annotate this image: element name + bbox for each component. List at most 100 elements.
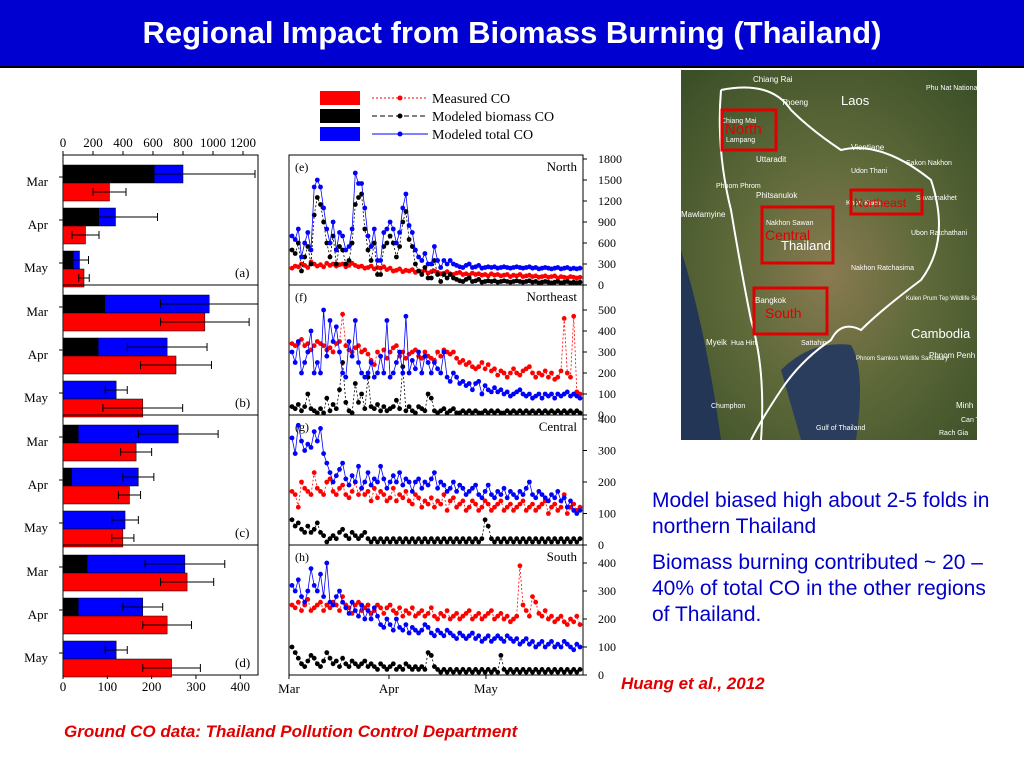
line-point <box>479 639 485 644</box>
line-point <box>482 669 488 675</box>
line-point <box>378 489 383 494</box>
line-point <box>520 498 526 504</box>
map-label-minh: Minh <box>956 401 973 410</box>
bar-xtick-label: 0 <box>60 679 67 694</box>
line-point <box>359 181 364 186</box>
line-point <box>324 539 330 545</box>
line-point <box>549 492 554 497</box>
bar-biomass <box>63 295 106 313</box>
line-point <box>292 251 298 256</box>
line-point <box>349 226 355 232</box>
line-point <box>327 470 333 475</box>
line-point <box>536 539 542 545</box>
line-point <box>435 667 440 672</box>
line-point <box>520 536 526 542</box>
line-point <box>390 404 396 409</box>
line-point <box>371 605 377 611</box>
line-point <box>349 240 355 246</box>
line-panel-1: 0 100 200 300 400 500 (f) Northeast <box>288 284 616 422</box>
line-point <box>356 536 361 542</box>
line-point <box>409 244 415 249</box>
line-point <box>384 498 390 504</box>
line-point <box>371 476 377 482</box>
line-panel-3: 0 100 200 300 400 (h) South Mar Apr May <box>278 544 616 696</box>
line-point <box>311 343 317 349</box>
line-point <box>378 272 383 277</box>
map-label-phnom-samkos: Phnom Samkos Wildlife Sanctuary <box>856 356 948 362</box>
line-point <box>416 476 421 482</box>
line-point <box>403 489 409 494</box>
line-point <box>555 669 561 675</box>
line-point <box>438 611 444 616</box>
line-panel-label: (h) <box>295 550 309 564</box>
line-point <box>305 441 311 447</box>
line-point <box>305 658 311 664</box>
line-point <box>299 608 304 613</box>
line-point <box>346 244 352 249</box>
line-point <box>318 664 323 669</box>
line-point <box>451 406 456 412</box>
line-point <box>489 492 494 497</box>
map-label-thoeng: Thoeng <box>781 98 808 107</box>
map-label-rach-gia: Rach Gia <box>939 430 968 437</box>
line-point <box>409 501 415 507</box>
line-point <box>435 616 440 622</box>
line-point <box>527 536 532 542</box>
line-point <box>403 608 409 613</box>
line-point <box>413 627 418 633</box>
line-point <box>558 644 564 650</box>
line-point <box>406 223 412 228</box>
line-point <box>292 605 298 611</box>
line-point <box>397 536 402 542</box>
line-point <box>438 265 444 270</box>
line-point <box>413 247 418 253</box>
line-point <box>375 479 380 485</box>
line-point <box>498 492 504 497</box>
line-point <box>523 485 529 491</box>
line-point <box>384 355 390 361</box>
line-point <box>470 498 475 504</box>
line-point <box>375 539 380 545</box>
line-point <box>492 616 497 622</box>
line-point <box>416 667 421 672</box>
line-point <box>292 523 298 529</box>
line-point <box>394 479 399 485</box>
line-point <box>381 625 387 630</box>
line-point <box>508 489 513 494</box>
bar-xtick-label: 400 <box>231 679 251 694</box>
line-point <box>362 530 368 535</box>
line-point <box>305 265 311 270</box>
line-point <box>368 258 374 263</box>
line-point <box>555 374 561 380</box>
line-point <box>343 261 349 267</box>
region-box-south <box>752 286 829 336</box>
line-point <box>384 240 390 246</box>
line-point <box>498 653 504 658</box>
line-point <box>390 485 396 491</box>
line-point <box>308 530 314 535</box>
line-point <box>444 669 450 675</box>
slide-title-bar: Regional Impact from Biomass Burning (Th… <box>0 0 1024 68</box>
line-point <box>321 492 326 497</box>
line-point <box>381 539 387 545</box>
line-point <box>356 400 361 405</box>
line-point <box>520 667 526 672</box>
line-point <box>508 667 513 672</box>
line-point <box>425 482 431 488</box>
line-point <box>409 536 415 542</box>
line-point <box>476 669 482 675</box>
line-point <box>425 625 431 630</box>
line-xtick-label: Mar <box>278 681 300 696</box>
line-point <box>577 410 583 416</box>
line-point <box>314 195 320 200</box>
line-point <box>428 395 434 401</box>
line-point <box>387 233 393 239</box>
legend-label-0: Measured CO <box>432 92 510 107</box>
line-point <box>482 636 488 641</box>
line-point <box>359 391 364 397</box>
line-point <box>384 616 390 622</box>
line-point <box>318 599 323 605</box>
line-point <box>387 479 393 485</box>
bar-biomass <box>63 165 155 183</box>
line-point <box>419 608 425 613</box>
